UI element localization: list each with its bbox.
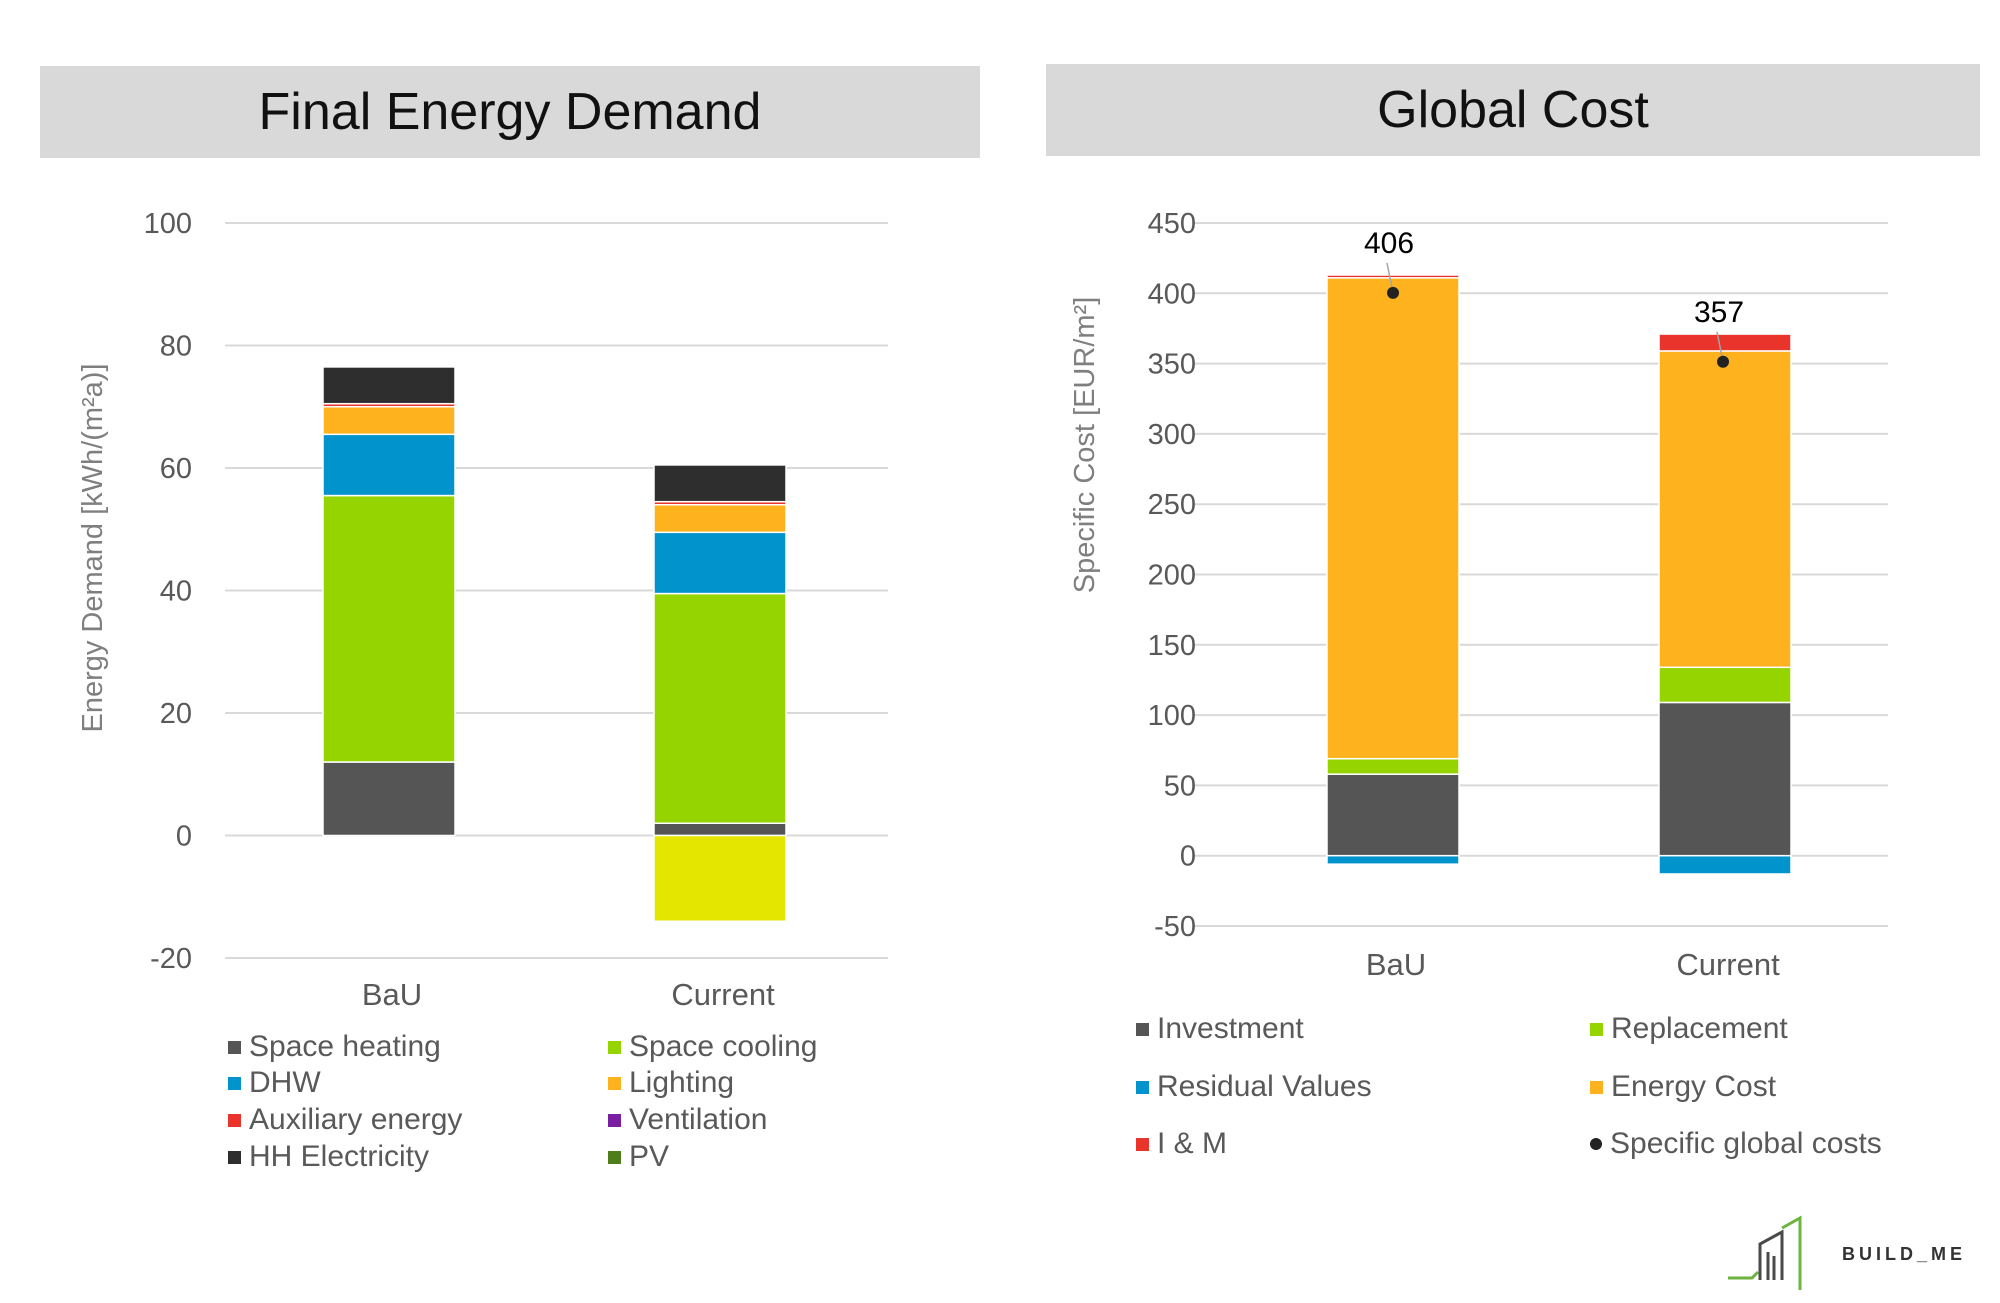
build-me-logo-text: BUILD_ME — [1842, 1244, 1967, 1264]
legend-swatch — [608, 1040, 621, 1054]
legend-item-energy-cost: Energy Cost — [1590, 1070, 1776, 1104]
legend-item-space-cooling: Space cooling — [608, 1030, 817, 1064]
energy-y-tick-label: 40 — [160, 576, 192, 608]
energy-y-tick-label: 100 — [144, 208, 192, 240]
legend-swatch — [1590, 1022, 1603, 1036]
legend-label: Lighting — [629, 1066, 735, 1099]
legend-swatch — [608, 1076, 621, 1090]
legend-swatch — [608, 1150, 621, 1164]
cost-y-tick-label: 450 — [1148, 208, 1196, 240]
legend-item-dhw: DHW — [228, 1066, 321, 1100]
cost-bar-segment-residual-values — [1326, 854, 1460, 865]
cost-y-tick-label: -50 — [1154, 911, 1196, 943]
cost-y-tick-label: 350 — [1148, 349, 1196, 381]
legend-item-space-heating: Space heating — [228, 1030, 441, 1064]
legend-item-auxiliary-energy: Auxiliary energy — [228, 1103, 462, 1137]
legend-label: I & M — [1157, 1127, 1228, 1160]
legend-item-residual-values: Residual Values — [1136, 1070, 1372, 1104]
cost-y-axis-title: Specific Cost [EUR/m²] — [1069, 297, 1101, 594]
legend-label: PV — [629, 1140, 670, 1173]
cost-y-tick-label: 250 — [1148, 489, 1196, 521]
energy-bar-segment-space-cooling — [653, 592, 787, 824]
legend-swatch — [1590, 1080, 1603, 1094]
legend-swatch — [1136, 1080, 1149, 1094]
legend-item-i-m: I & M — [1136, 1127, 1227, 1161]
specific-global-cost-data-label: 406 — [1364, 227, 1414, 260]
cost-bar-segment-investment — [1658, 701, 1792, 857]
energy-bar-segment-hh-electricity — [322, 366, 456, 405]
energy-y-tick-label: 80 — [160, 331, 192, 363]
legend-swatch — [228, 1113, 241, 1127]
legend-label: Ventilation — [629, 1103, 768, 1136]
build-me-logo: BUILD_ME — [1724, 1208, 1984, 1298]
global-cost-header: Global Cost — [1046, 64, 1980, 156]
legend-swatch — [228, 1150, 241, 1164]
specific-global-cost-marker — [1717, 355, 1729, 368]
energy-bar-segment-space-cooling — [322, 494, 456, 763]
legend-item-ventilation: Ventilation — [608, 1103, 767, 1137]
legend-label: Replacement — [1611, 1012, 1788, 1045]
cost-bar-segment-i-m — [1326, 274, 1460, 279]
legend-item-lighting: Lighting — [608, 1066, 734, 1100]
legend-swatch — [1136, 1137, 1149, 1151]
legend-label: Energy Cost — [1611, 1070, 1777, 1103]
legend-item-investment: Investment — [1136, 1012, 1304, 1046]
build-me-logo-mark — [1728, 1215, 1802, 1290]
legend-swatch — [228, 1040, 241, 1054]
specific-global-cost-marker — [1387, 286, 1399, 299]
legend-item-specific-global-costs: Specific global costs — [1590, 1127, 1882, 1161]
energy-category-label: Current — [671, 977, 775, 1012]
legend-label: Investment — [1157, 1012, 1304, 1045]
legend-swatch — [608, 1113, 621, 1127]
energy-y-tick-label: -20 — [150, 943, 192, 975]
legend-label: Auxiliary energy — [249, 1103, 463, 1136]
cost-bar-segment-replacement — [1658, 666, 1792, 704]
legend-label: HH Electricity — [249, 1140, 430, 1173]
energy-y-tick-label: 20 — [160, 698, 192, 730]
legend-swatch — [1590, 1138, 1602, 1150]
legend-item-pv: PV — [608, 1140, 669, 1174]
energy-category-label: BaU — [362, 977, 422, 1012]
cost-bar-segment-replacement — [1326, 757, 1460, 775]
cost-y-tick-label: 0 — [1180, 841, 1196, 873]
energy-bar-segment-dhw — [322, 433, 456, 497]
energy-bar-segment-pv — [653, 834, 787, 922]
legend-label: Residual Values — [1157, 1070, 1372, 1103]
energy-bar-segment-dhw — [653, 531, 787, 595]
energy-y-tick-label: 0 — [176, 821, 192, 853]
legend-item-replacement: Replacement — [1590, 1012, 1788, 1046]
legend-item-hh-electricity: HH Electricity — [228, 1140, 429, 1174]
cost-bar-segment-energy-cost — [1326, 277, 1460, 760]
legend-label: Specific global costs — [1610, 1127, 1882, 1160]
legend-label: DHW — [249, 1066, 321, 1099]
cost-y-tick-label: 100 — [1148, 700, 1196, 732]
cost-y-tick-label: 50 — [1164, 770, 1196, 802]
energy-bar-segment-lighting — [322, 406, 456, 436]
cost-y-tick-label: 200 — [1148, 560, 1196, 592]
legend-label: Space cooling — [629, 1030, 818, 1063]
energy-y-axis-title: Energy Demand [kWh/(m²a)] — [77, 363, 109, 732]
cost-category-label: BaU — [1366, 947, 1426, 982]
legend-swatch — [1136, 1022, 1149, 1036]
legend-swatch — [228, 1076, 241, 1090]
cost-category-label: Current — [1676, 947, 1780, 982]
energy-bar-segment-lighting — [653, 504, 787, 534]
cost-bar-segment-investment — [1326, 773, 1460, 857]
cost-y-tick-label: 300 — [1148, 419, 1196, 451]
cost-bar-segment-energy-cost — [1658, 350, 1792, 669]
global-cost-title: Global Cost — [1377, 81, 1649, 139]
final-energy-demand-header: Final Energy Demand — [40, 66, 980, 158]
energy-bar-segment-space-heating — [653, 822, 787, 837]
energy-bar-segment-space-heating — [322, 761, 456, 837]
cost-y-tick-label: 150 — [1148, 630, 1196, 662]
energy-bar-segment-hh-electricity — [653, 464, 787, 503]
cost-y-tick-label: 400 — [1148, 278, 1196, 310]
cost-bar-segment-residual-values — [1658, 854, 1792, 875]
energy-y-tick-label: 60 — [160, 453, 192, 485]
specific-global-cost-data-label: 357 — [1694, 296, 1744, 329]
legend-label: Space heating — [249, 1030, 441, 1063]
cost-bar-segment-i-m — [1658, 333, 1792, 352]
final-energy-demand-title: Final Energy Demand — [258, 83, 762, 141]
